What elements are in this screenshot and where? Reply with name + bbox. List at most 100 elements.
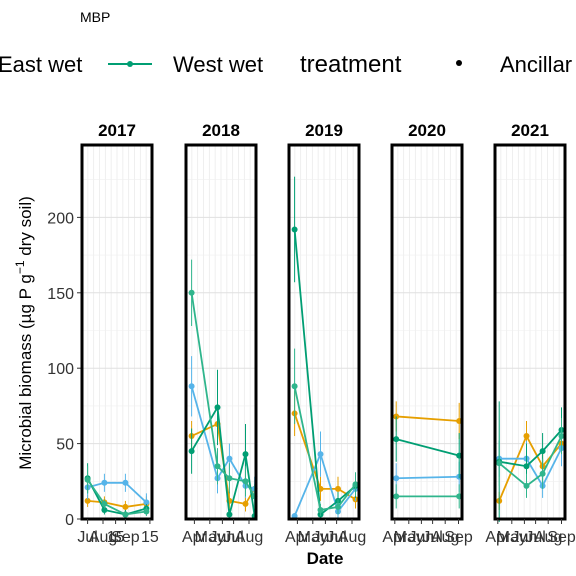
- data-point: [122, 479, 129, 486]
- panel-border: [287, 143, 361, 521]
- series-line: [396, 475, 460, 480]
- data-point: [393, 475, 400, 482]
- panel-border: [184, 143, 258, 521]
- x-tick-label: Sep: [547, 529, 576, 546]
- x-tick-label: Sep: [444, 529, 473, 546]
- data-point: [291, 226, 298, 233]
- data-point: [101, 500, 108, 507]
- strip-label: 2018: [202, 121, 240, 140]
- series-line: [499, 447, 563, 488]
- data-point: [143, 508, 150, 515]
- data-point: [242, 500, 249, 507]
- data-point: [317, 506, 324, 513]
- y-tick-label: 150: [47, 286, 74, 303]
- x-tick-label: Apr: [182, 529, 208, 546]
- legend-label-ancillary: Ancillar: [500, 52, 572, 77]
- data-point: [317, 451, 324, 458]
- x-tick-label: Jul: [525, 529, 545, 546]
- legend-key-ancillary-point: [456, 60, 462, 66]
- x-tick-label: Apr: [382, 529, 408, 546]
- x-tick-label: Jul: [223, 529, 243, 546]
- x-tick-label: 15: [141, 529, 159, 546]
- series-line: [86, 479, 147, 516]
- data-point: [242, 478, 249, 485]
- x-tick-label: Aug: [534, 529, 562, 546]
- x-tick-label: Jul: [77, 529, 97, 546]
- series-line: [499, 429, 563, 468]
- series-line: [86, 477, 147, 516]
- x-tick-label: Jun: [512, 529, 538, 546]
- data-point: [352, 481, 359, 488]
- data-point: [335, 503, 341, 510]
- corner-label: MBP: [80, 9, 110, 25]
- panel-border: [493, 143, 567, 521]
- data-point: [393, 493, 400, 500]
- strip-label: 2017: [98, 121, 136, 140]
- legend: East wet West wet treatment Ancillar: [0, 51, 572, 78]
- y-axis: 0 50 100 150 200: [47, 210, 82, 529]
- x-tick-label: Sep: [111, 529, 140, 546]
- y-axis-title-main: Microbial biomass (µg P g: [16, 274, 35, 470]
- data-point: [523, 463, 530, 470]
- data-point: [188, 289, 195, 296]
- data-point: [558, 433, 565, 440]
- data-point: [393, 436, 400, 443]
- data-point: [122, 511, 129, 518]
- x-tick-label: Jun: [313, 529, 339, 546]
- y-tick-label: 50: [56, 437, 74, 454]
- data-point: [291, 383, 298, 390]
- y-axis-title: Microbial biomass (µg P g−1 dry soil): [13, 196, 35, 470]
- data-point: [214, 404, 221, 411]
- data-point: [84, 476, 91, 483]
- legend-label-east-wet: East wet: [0, 52, 82, 77]
- data-point: [188, 448, 195, 455]
- x-tick-label: Jul: [326, 529, 346, 546]
- x-tick-label: Aug: [89, 529, 117, 546]
- x-tick-label: Apr: [285, 529, 311, 546]
- data-point: [242, 451, 249, 458]
- series-line: [293, 386, 357, 511]
- x-tick-label: 15: [107, 529, 125, 546]
- x-tick-label: Aug: [235, 529, 263, 546]
- y-axis-title-tail: dry soil): [16, 196, 35, 260]
- legend-key-west-wet-point: [127, 61, 133, 67]
- x-tick-label: May: [497, 529, 527, 546]
- data-point: [84, 497, 91, 504]
- series-line: [293, 451, 357, 517]
- data-point: [523, 433, 530, 440]
- strip-label: 2020: [408, 121, 446, 140]
- data-point: [539, 470, 546, 477]
- y-axis-title-sup: −1: [13, 260, 27, 274]
- legend-title: treatment: [300, 51, 402, 78]
- data-point: [539, 448, 546, 455]
- data-point: [226, 511, 233, 518]
- series-line: [396, 415, 460, 422]
- x-tick-label: May: [298, 529, 328, 546]
- x-tick-label: Apr: [485, 529, 511, 546]
- x-tick-label: Aug: [431, 529, 459, 546]
- panel-border: [80, 143, 154, 521]
- x-tick-label: Aug: [338, 529, 366, 546]
- series-line: [87, 481, 148, 504]
- data-point: [101, 479, 108, 486]
- x-tick-label: Jul: [422, 529, 442, 546]
- data-point: [143, 499, 150, 506]
- data-point: [214, 463, 221, 470]
- panel-border: [390, 143, 464, 521]
- y-tick-label: 0: [65, 512, 74, 529]
- x-tick-label: May: [195, 529, 225, 546]
- x-tick-label: Jun: [409, 529, 435, 546]
- data-point: [523, 482, 530, 489]
- x-tick-label: Jun: [210, 529, 236, 546]
- x-tick-label: May: [394, 529, 424, 546]
- y-tick-label: 100: [47, 361, 74, 378]
- series-line: [395, 438, 460, 457]
- data-point: [101, 506, 108, 513]
- strip-label: 2021: [511, 121, 549, 140]
